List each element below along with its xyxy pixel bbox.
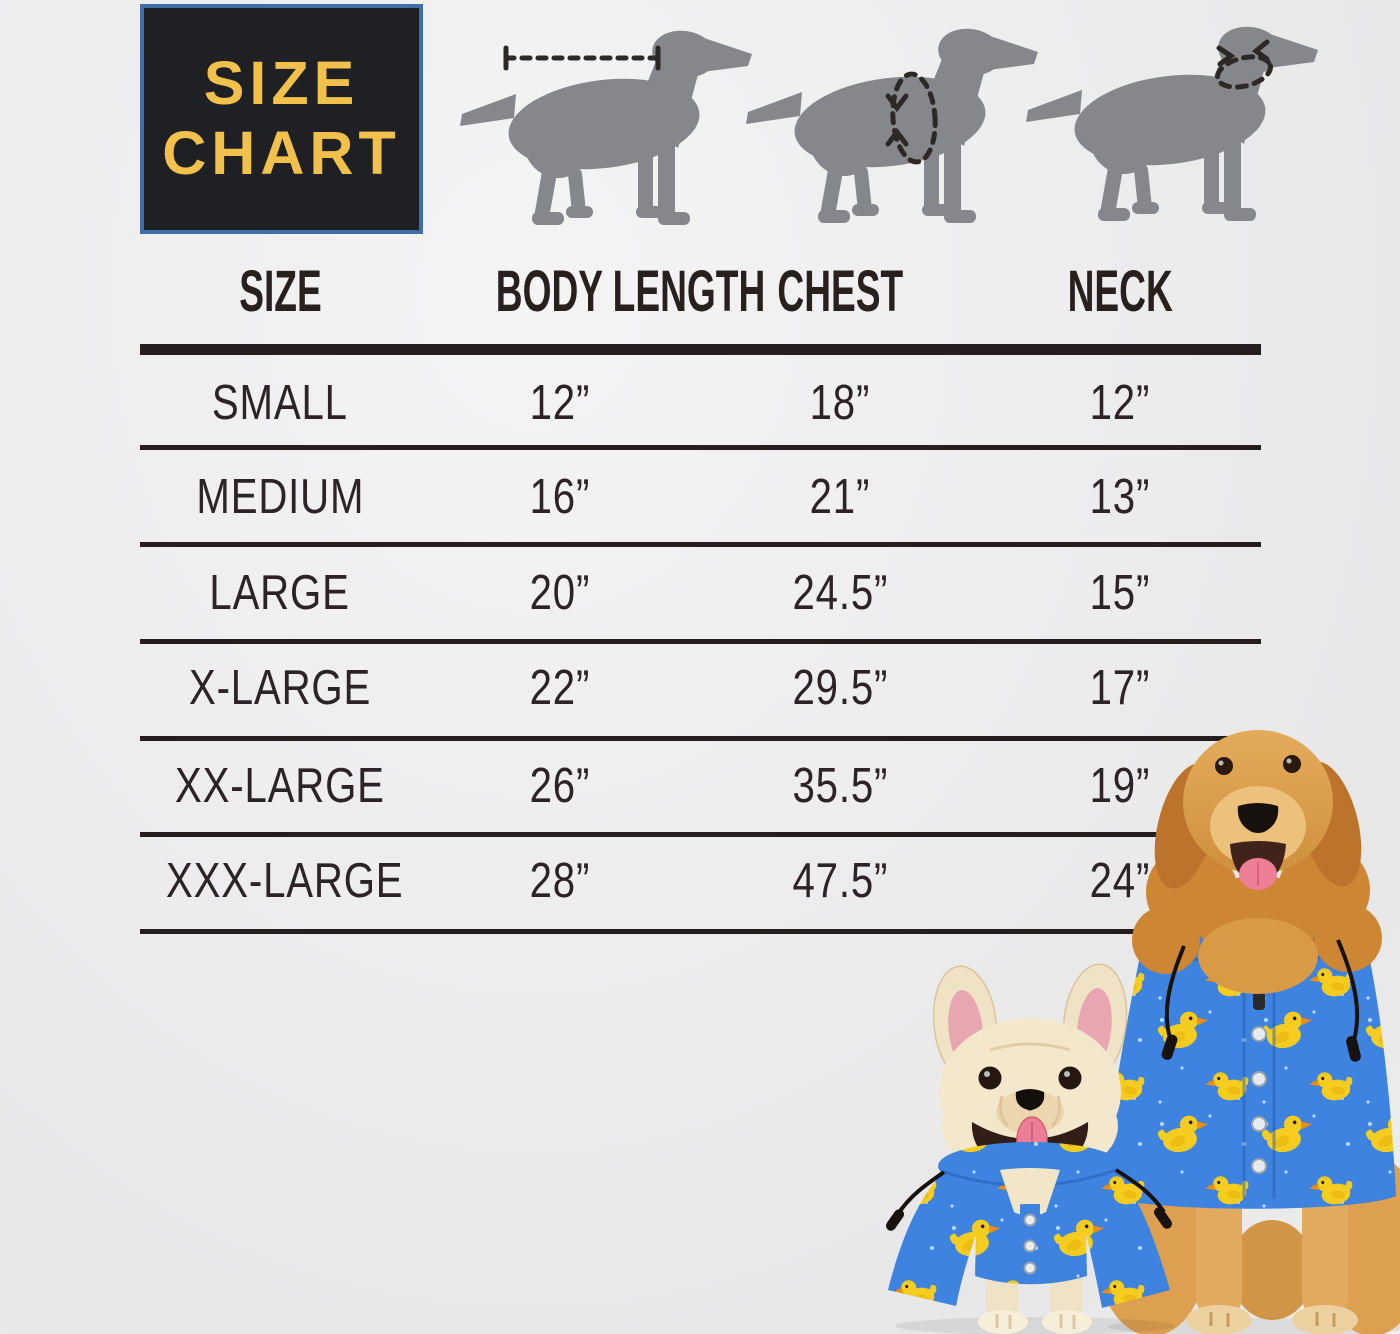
cell-chest: 35.5” <box>792 759 888 813</box>
cell-body-length: 16” <box>529 470 591 524</box>
cell-neck: 12” <box>1089 376 1151 430</box>
cord-toggle-icon <box>1161 1034 1178 1060</box>
cell-chest: 24.5” <box>792 566 888 620</box>
french-bulldog-photo <box>885 963 1175 1334</box>
size-chart-badge: SIZE CHART <box>140 4 423 234</box>
measurement-diagrams <box>460 22 1318 225</box>
row-divider <box>140 542 1261 547</box>
dog-silhouette-body-length-icon <box>460 26 752 225</box>
zipper-pull-icon <box>1253 992 1265 1010</box>
column-header-neck: NECK <box>1067 259 1173 324</box>
row-divider <box>140 736 1261 741</box>
cell-chest: 18” <box>809 376 871 430</box>
column-header-body-length: BODY LENGTH <box>495 259 766 324</box>
cord-toggle-icon <box>1153 1207 1173 1229</box>
cell-chest: 21” <box>809 470 871 524</box>
cell-neck: 17” <box>1089 661 1151 715</box>
column-header-size: SIZE <box>238 259 322 324</box>
row-divider <box>140 832 1261 837</box>
body-length-arrow-icon <box>503 45 661 71</box>
cell-neck: 24” <box>1089 854 1151 908</box>
cell-neck: 13” <box>1089 470 1151 524</box>
cord-toggle-icon <box>885 1209 905 1231</box>
row-divider <box>140 639 1261 644</box>
cell-body-length: 28” <box>529 854 591 908</box>
cell-body-length: 22” <box>529 661 591 715</box>
table-header-row: SIZE BODY LENGTH CHEST NECK <box>140 262 1261 322</box>
snap-buttons <box>1251 1026 1267 1174</box>
cell-size: LARGE <box>209 566 351 620</box>
dogs-product-photo <box>885 730 1400 1334</box>
badge-line-2: CHART <box>162 119 401 187</box>
cell-body-length: 12” <box>529 376 591 430</box>
chest-girth-ellipse-icon <box>885 71 938 165</box>
snap-buttons <box>1023 1213 1037 1275</box>
row-divider <box>140 929 1261 934</box>
dog-silhouette-neck-girth-icon <box>1026 22 1318 221</box>
cell-size: X-LARGE <box>188 661 372 715</box>
row-divider <box>140 445 1261 450</box>
drawstring-cords <box>1164 939 1360 1041</box>
golden-retriever-photo <box>1096 730 1400 1334</box>
cell-size: SMALL <box>212 376 348 430</box>
cell-body-length: 26” <box>529 759 591 813</box>
header-divider <box>140 344 1261 355</box>
cell-body-length: 20” <box>529 566 591 620</box>
cell-size: XX-LARGE <box>175 759 385 813</box>
column-header-chest: CHEST <box>777 259 903 324</box>
size-row-xx-large: XX-LARGE 26” 35.5” 19” <box>140 752 1261 820</box>
cell-neck: 19” <box>1089 759 1151 813</box>
dog-silhouette-chest-girth-icon <box>746 24 1038 223</box>
size-row-x-large: X-LARGE 22” 29.5” 17” <box>140 654 1261 722</box>
cell-neck: 15” <box>1089 566 1151 620</box>
cell-size: XXX-LARGE <box>166 854 404 908</box>
cell-chest: 29.5” <box>792 661 888 715</box>
size-row-xxx-large: XXX-LARGE 28” 47.5” 24” <box>140 847 1261 915</box>
size-row-large: LARGE 20” 24.5” 15” <box>140 559 1261 627</box>
cell-size: MEDIUM <box>196 470 364 524</box>
size-row-small: SMALL 12” 18” 12” <box>140 369 1261 437</box>
badge-line-1: SIZE <box>203 49 360 118</box>
cell-chest: 47.5” <box>792 854 888 908</box>
neck-girth-ellipse-icon <box>1215 39 1273 90</box>
size-row-medium: MEDIUM 16” 21” 13” <box>140 463 1261 531</box>
cord-toggle-icon <box>1346 1035 1361 1062</box>
